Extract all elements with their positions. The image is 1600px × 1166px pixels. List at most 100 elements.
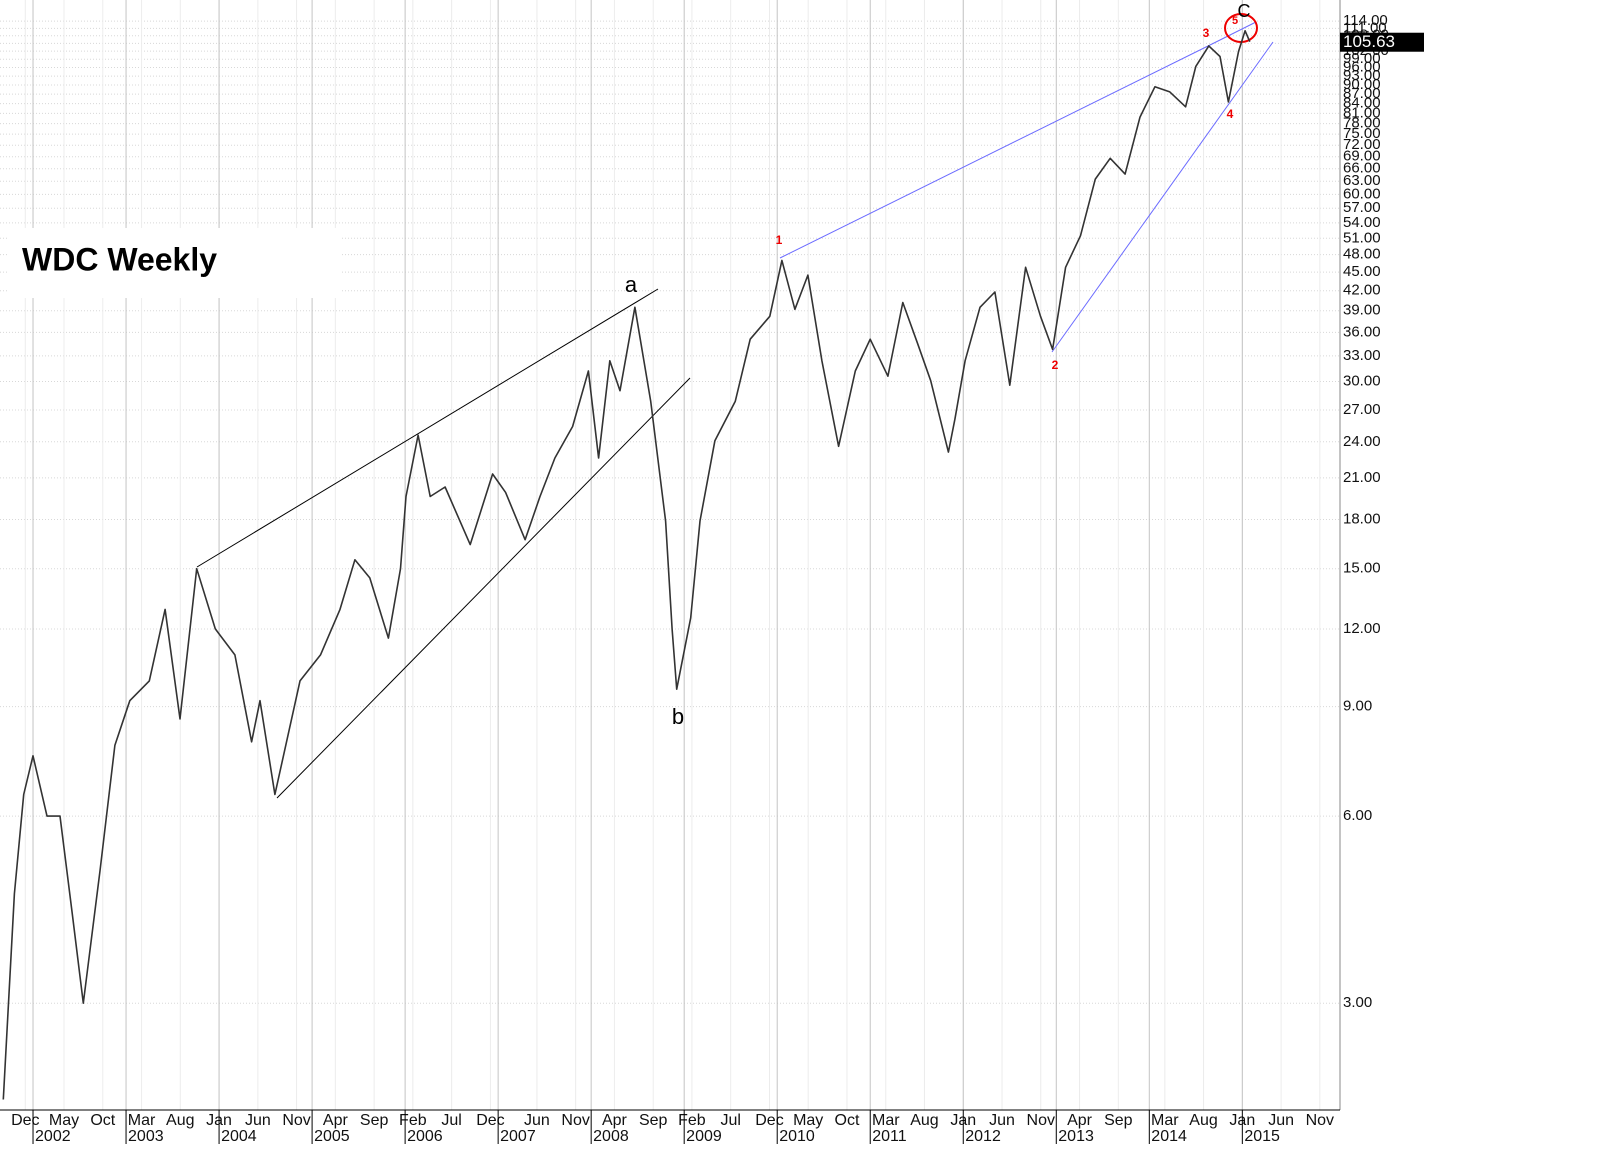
x-tick-label: Nov — [1306, 1112, 1334, 1129]
x-tick-label: Sep — [1104, 1112, 1133, 1129]
trend-line — [1051, 41, 1274, 353]
y-tick-label: 12.00 — [1343, 620, 1381, 637]
y-tick-label: 66.00 — [1343, 160, 1381, 177]
y-tick-label: 63.00 — [1343, 172, 1381, 189]
x-tick-label: Aug — [166, 1112, 194, 1129]
y-tick-label: 48.00 — [1343, 246, 1381, 263]
annotation: 3 — [1203, 26, 1210, 40]
x-year-label: 2003 — [128, 1128, 164, 1145]
last-value-box — [1340, 32, 1424, 52]
y-tick-label: 81.00 — [1343, 104, 1381, 121]
x-year-label: 2015 — [1244, 1128, 1280, 1145]
trend-lines — [196, 13, 1274, 799]
y-tick-label: 75.00 — [1343, 125, 1381, 142]
y-tick-label: 15.00 — [1343, 560, 1381, 577]
x-tick-label: Dec — [755, 1112, 783, 1129]
y-tick-label: 60.00 — [1343, 185, 1381, 202]
x-tick-label: Dec — [11, 1112, 39, 1129]
x-tick-label: Aug — [1189, 1112, 1217, 1129]
x-year-label: 2002 — [35, 1128, 71, 1145]
x-tick-label: Jul — [720, 1112, 740, 1129]
trend-line — [1207, 21, 1257, 47]
y-tick-label: 90.00 — [1343, 76, 1381, 93]
trend-line — [779, 45, 1209, 259]
y-tick-label: 21.00 — [1343, 469, 1381, 486]
x-tick-label: Feb — [678, 1112, 706, 1129]
x-tick-label: Sep — [639, 1112, 668, 1129]
x-tick-label: Feb — [399, 1112, 427, 1129]
y-tick-label: 78.00 — [1343, 115, 1381, 132]
y-tick-label: 69.00 — [1343, 148, 1381, 165]
x-year-label: 2004 — [221, 1128, 257, 1145]
x-tick-label: Mar — [128, 1112, 156, 1129]
axes: 3.00 6.00 9.00 12.00 15.00 18.00 21.00 24.00 27.… — [11, 12, 1424, 1145]
x-tick-label: Jun — [245, 1112, 271, 1129]
title-box — [8, 228, 340, 298]
x-tick-label: Aug — [910, 1112, 938, 1129]
x-year-label: 2005 — [314, 1128, 350, 1145]
x-tick-label: Jun — [989, 1112, 1015, 1129]
x-year-label: 2011 — [872, 1128, 907, 1145]
x-tick-label: Apr — [323, 1112, 349, 1129]
x-year-label: 2014 — [1151, 1128, 1187, 1145]
plot — [2, 30, 1251, 1100]
chart-title: WDC Weekly — [22, 241, 217, 277]
y-tick-label: 114.00 — [1343, 12, 1388, 29]
y-tick-label: 24.00 — [1343, 433, 1381, 450]
x-tick-label: Jul — [441, 1112, 461, 1129]
y-tick-label: 42.00 — [1343, 282, 1381, 299]
trend-line — [276, 377, 691, 799]
annotation: 4 — [1227, 107, 1234, 121]
y-tick-label: 93.00 — [1343, 67, 1381, 84]
x-tick-label: Nov — [561, 1112, 589, 1129]
annotation: C — [1238, 1, 1251, 21]
y-tick-label: 6.00 — [1343, 807, 1372, 824]
y-tick-label: 57.00 — [1343, 199, 1381, 216]
y-tick-label: 36.00 — [1343, 323, 1381, 340]
annotation: 2 — [1052, 358, 1059, 372]
x-year-label: 2009 — [686, 1128, 722, 1145]
x-tick-label: Jun — [1268, 1112, 1294, 1129]
y-tick-label: 54.00 — [1343, 214, 1381, 231]
x-tick-label: May — [49, 1112, 79, 1129]
x-year-label: 2012 — [965, 1128, 1001, 1145]
price-line — [2, 30, 1251, 1100]
x-tick-label: Dec — [476, 1112, 504, 1129]
x-tick-label: Oct — [835, 1112, 860, 1129]
x-year-label: 2010 — [779, 1128, 815, 1145]
x-tick-label: Nov — [282, 1112, 310, 1129]
annotation: a — [625, 272, 638, 297]
grid — [0, 0, 1340, 1110]
y-tick-label: 9.00 — [1343, 698, 1372, 715]
last-value-label: 105.63 — [1343, 32, 1395, 51]
annotation: b — [672, 704, 684, 729]
x-tick-label: Apr — [602, 1112, 628, 1129]
y-tick-label: 84.00 — [1343, 95, 1381, 112]
y-tick-label: 27.00 — [1343, 401, 1381, 418]
trend-line — [196, 288, 659, 568]
y-tick-label: 39.00 — [1343, 302, 1381, 319]
annotation: 5 — [1232, 15, 1238, 27]
annotation: 1 — [776, 233, 783, 247]
y-tick-label: 30.00 — [1343, 373, 1381, 390]
x-year-label: 2013 — [1058, 1128, 1094, 1145]
y-tick-label: 51.00 — [1343, 229, 1381, 246]
y-tick-label: 18.00 — [1343, 510, 1381, 527]
y-tick-label: 87.00 — [1343, 85, 1381, 102]
y-tick-label: 33.00 — [1343, 347, 1381, 364]
x-year-label: 2008 — [593, 1128, 629, 1145]
x-tick-label: May — [793, 1112, 823, 1129]
y-tick-label: 111.00 — [1343, 19, 1387, 36]
y-tick-label: 99.00 — [1343, 50, 1381, 67]
x-tick-label: Sep — [360, 1112, 389, 1129]
x-tick-label: Apr — [1067, 1112, 1093, 1129]
y-tick-label: 45.00 — [1343, 263, 1381, 280]
x-tick-label: Jun — [524, 1112, 550, 1129]
y-tick-label: 96.00 — [1343, 59, 1381, 76]
x-year-label: 2006 — [407, 1128, 443, 1145]
y-tick-label: 3.00 — [1343, 994, 1372, 1011]
x-tick-label: Mar — [1151, 1112, 1179, 1129]
x-tick-label: Mar — [872, 1112, 900, 1129]
